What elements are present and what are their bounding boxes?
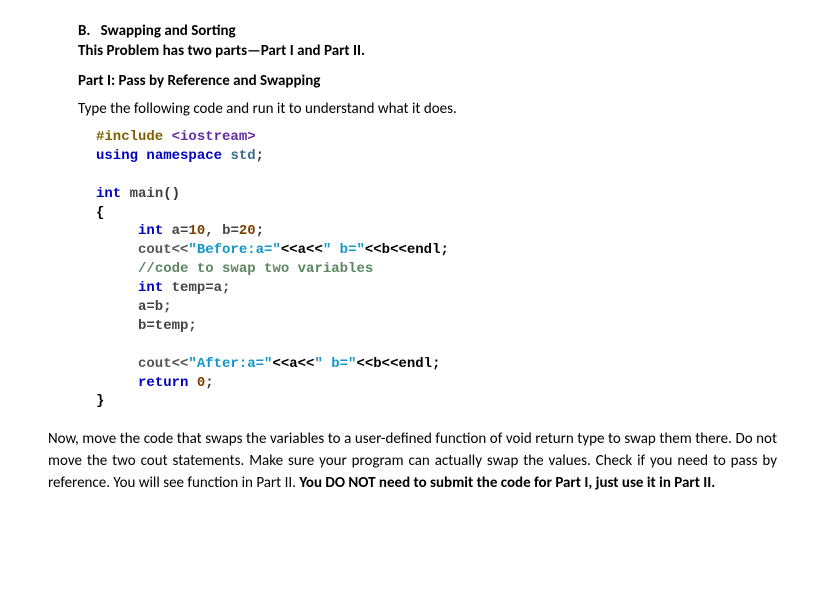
final-paragraph: Now, move the code that swaps the variab… (48, 429, 777, 494)
part1-heading: Part I: Pass by Reference and Swapping (78, 72, 765, 90)
code-token: cout<< (96, 242, 188, 258)
code-token: <iostream> (163, 129, 255, 145)
code-token (96, 280, 138, 296)
code-token: #include (96, 129, 163, 145)
code-token: return (138, 375, 188, 391)
code-token: namespace (146, 148, 222, 164)
code-token: <<b<<endl; (356, 356, 440, 372)
code-token: <<b<<endl; (365, 242, 449, 258)
code-token: "Before:a=" (188, 242, 280, 258)
code-token: { (96, 205, 104, 221)
code-token: 10 (188, 223, 205, 239)
code-token (188, 375, 196, 391)
subtitle-line: This Problem has two parts—Part I and Pa… (78, 42, 765, 60)
code-token: "After:a=" (188, 356, 272, 372)
code-token: 0 (197, 375, 205, 391)
code-token: cout<< (96, 356, 188, 372)
document-page: B. Swapping and Sorting This Problem has… (0, 0, 815, 515)
code-token: } (96, 393, 104, 409)
code-token: int (138, 280, 163, 296)
final-text-bold: You DO NOT need to submit the code for P… (299, 474, 715, 492)
code-token: main (130, 186, 164, 202)
code-token: b=temp; (96, 318, 197, 334)
instruction-text: Type the following code and run it to un… (78, 100, 765, 118)
code-token: std (230, 148, 255, 164)
code-blank (96, 167, 104, 183)
code-token (96, 375, 138, 391)
code-token: a=b; (96, 299, 172, 315)
section-label: B. (78, 22, 90, 40)
code-token: ; (256, 148, 264, 164)
section-heading: B. Swapping and Sorting (78, 22, 765, 40)
code-token: //code to swap two variables (138, 261, 373, 277)
code-token (96, 261, 138, 277)
code-token: " b=" (323, 242, 365, 258)
code-token (96, 223, 138, 239)
code-token: a= (163, 223, 188, 239)
code-token (121, 186, 129, 202)
code-blank (96, 337, 104, 353)
code-token: 20 (239, 223, 256, 239)
code-token: () (163, 186, 180, 202)
code-token: , b= (205, 223, 239, 239)
code-token: ; (205, 375, 213, 391)
code-token: int (96, 186, 121, 202)
code-token: " b=" (314, 356, 356, 372)
code-token: <<a<< (272, 356, 314, 372)
code-token: ; (256, 223, 264, 239)
code-token: <<a<< (281, 242, 323, 258)
code-token: using (96, 148, 138, 164)
code-token: int (138, 223, 163, 239)
code-token: temp=a; (163, 280, 230, 296)
section-title: Swapping and Sorting (101, 22, 236, 40)
code-block: #include <iostream> using namespace std;… (96, 128, 765, 411)
